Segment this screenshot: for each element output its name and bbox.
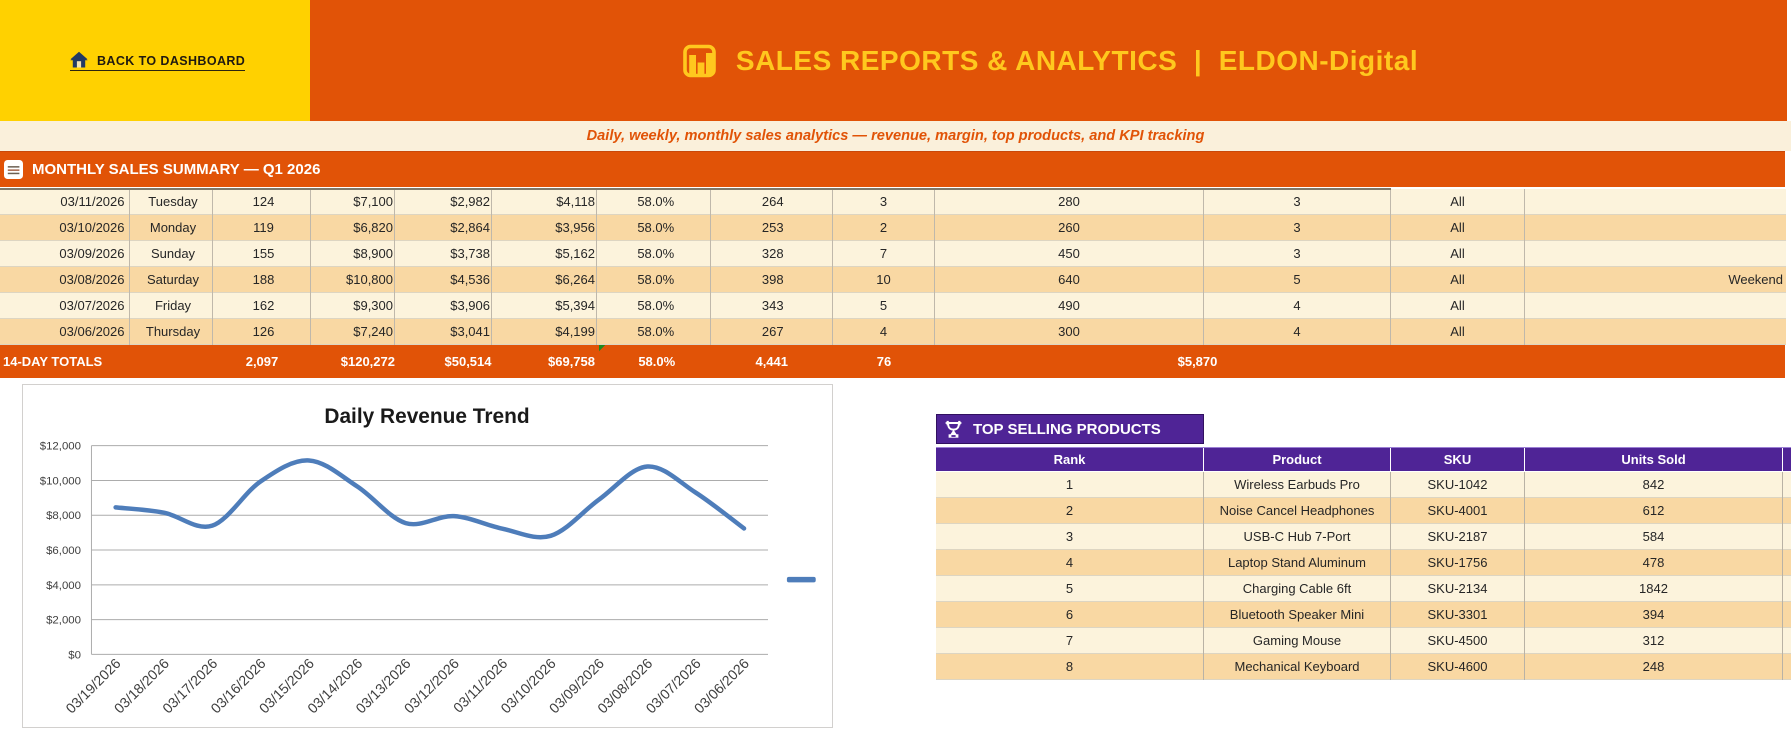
svg-text:$4,000: $4,000 (46, 580, 81, 592)
svg-text:$6,000: $6,000 (46, 545, 81, 557)
svg-text:$10,000: $10,000 (40, 475, 81, 487)
svg-text:$2,000: $2,000 (46, 615, 81, 627)
svg-text:$8,000: $8,000 (46, 510, 81, 522)
svg-text:Daily Revenue Trend: Daily Revenue Trend (324, 405, 529, 428)
svg-text:$12,000: $12,000 (40, 441, 81, 453)
svg-text:$0: $0 (68, 649, 81, 661)
